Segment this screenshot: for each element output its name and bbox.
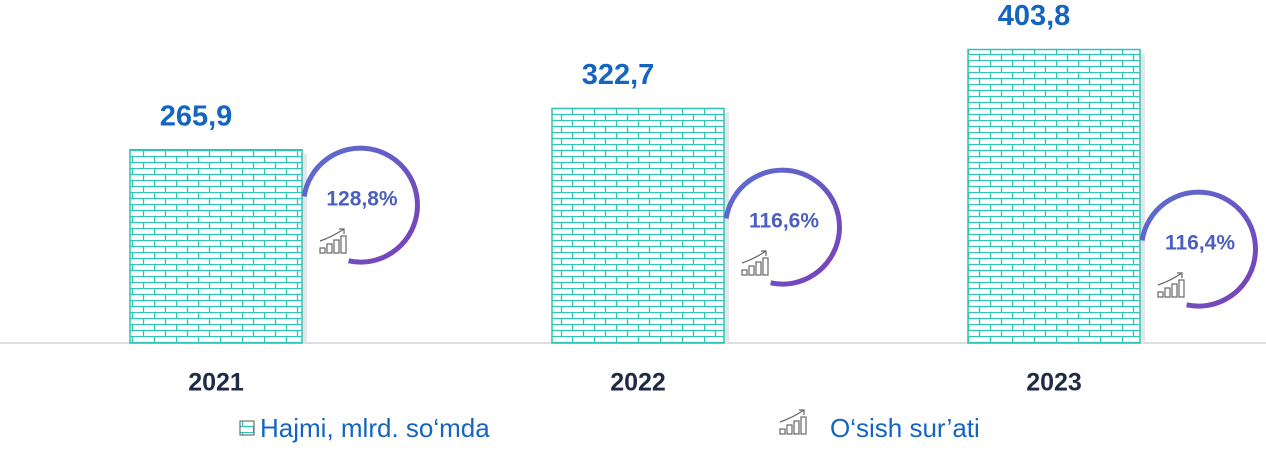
growth-ring: [723, 167, 842, 287]
legend-label: O‘sish sur’ati: [830, 413, 980, 443]
growth-label: 116,6%: [749, 210, 819, 233]
icon-arrow: [319, 228, 345, 242]
growth-icon: [1157, 272, 1185, 298]
growth-icon: [779, 409, 807, 435]
growth-ring: [1139, 189, 1258, 309]
legend-label: Hajmi, mlrd. so‘mda: [260, 413, 490, 443]
growth-label: 128,8%: [326, 188, 398, 211]
x-tick-label: 2023: [1026, 369, 1082, 397]
icon-bar: [741, 269, 748, 276]
value-label: 322,7: [582, 59, 655, 91]
icon-bar: [779, 428, 786, 435]
icon-bar: [786, 424, 793, 435]
icon-bar: [800, 416, 807, 435]
growth-ring: [301, 145, 420, 265]
growth-icon: [319, 228, 347, 254]
bar: [967, 48, 1141, 344]
growth-label: 116,4%: [1165, 232, 1235, 255]
bar: [129, 148, 303, 344]
icon-arrow: [779, 409, 805, 423]
icon-bar: [319, 247, 326, 254]
x-tick-label: 2022: [610, 369, 666, 397]
icon-bar: [762, 257, 769, 276]
value-label: 403,8: [998, 0, 1071, 32]
icon-bar: [1171, 283, 1178, 298]
value-label: 265,9: [160, 100, 233, 132]
icon-bar: [793, 420, 800, 435]
icon-bar: [1178, 279, 1185, 298]
growth-icon: [741, 250, 769, 276]
icon-bar: [755, 261, 762, 276]
icon-arrow: [741, 250, 767, 264]
icon-bar: [748, 265, 755, 276]
legend-swatch: [239, 420, 255, 436]
x-tick-label: 2021: [188, 369, 244, 397]
icon-bar: [1157, 291, 1164, 298]
icon-arrow: [1157, 272, 1183, 286]
icon-bar: [1164, 287, 1171, 298]
icon-bar: [333, 239, 340, 254]
icon-bar: [326, 243, 333, 254]
bar: [551, 107, 725, 344]
icon-bar: [340, 235, 347, 254]
